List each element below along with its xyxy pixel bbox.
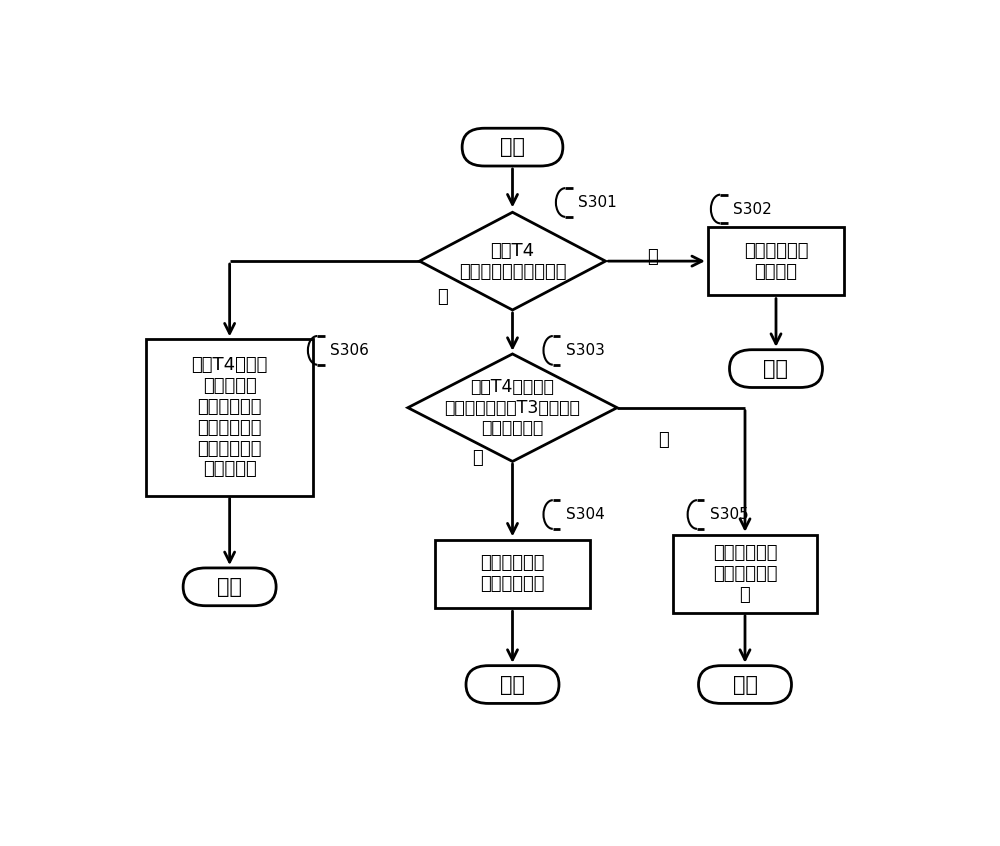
Text: 结束: 结束 [217, 577, 242, 596]
Text: 结束: 结束 [500, 674, 525, 695]
Text: S301: S301 [578, 195, 617, 210]
Text: S306: S306 [330, 343, 369, 358]
Text: 开始: 开始 [500, 137, 525, 157]
Text: 电子膨胀阀闭
合不动作: 电子膨胀阀闭 合不动作 [744, 242, 808, 281]
FancyBboxPatch shape [462, 129, 563, 166]
Text: 确定T4所在的
室外温度范
围，并根据室
外温度范围确
定电子膨胀阀
的开度大小: 确定T4所在的 室外温度范 围，并根据室 外温度范围确 定电子膨胀阀 的开度大小 [191, 356, 268, 479]
Text: 判断T4
是否大于第一预设温度: 判断T4 是否大于第一预设温度 [459, 242, 566, 281]
Polygon shape [408, 354, 617, 461]
Text: 是: 是 [437, 288, 448, 306]
Text: S302: S302 [733, 201, 772, 217]
Text: 否: 否 [658, 431, 669, 449]
Bar [673, 535, 817, 613]
Text: 否: 否 [647, 248, 657, 266]
Text: S304: S304 [566, 507, 605, 522]
Text: S305: S305 [710, 507, 749, 522]
Text: 结束: 结束 [732, 674, 758, 695]
FancyBboxPatch shape [183, 568, 276, 606]
Text: 是: 是 [472, 449, 483, 468]
Text: S303: S303 [566, 343, 605, 358]
Text: 控制室外风机
最高档位运行: 控制室外风机 最高档位运行 [480, 554, 545, 593]
Polygon shape [420, 212, 606, 310]
Text: 结束: 结束 [764, 359, 788, 379]
Text: 判断T4是否大于
第二预设温度、T3是否大于
第五预设温度: 判断T4是否大于 第二预设温度、T3是否大于 第五预设温度 [445, 378, 580, 437]
Bar [435, 540, 590, 608]
Bar [146, 339, 313, 496]
FancyBboxPatch shape [698, 666, 792, 703]
Text: 保持室外风机
的运行档位不
变: 保持室外风机 的运行档位不 变 [713, 544, 777, 603]
Bar [708, 227, 844, 295]
FancyBboxPatch shape [466, 666, 559, 703]
FancyBboxPatch shape [730, 349, 822, 387]
